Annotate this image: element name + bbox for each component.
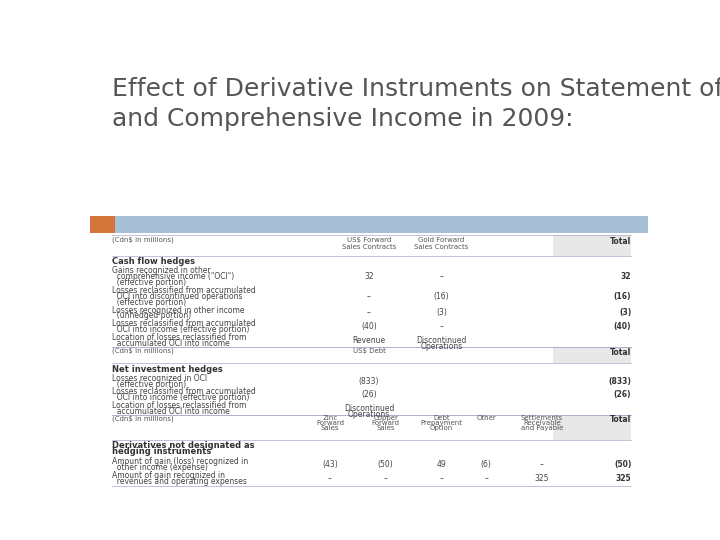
Bar — [115, 216, 648, 233]
Text: OCI into income (effective portion): OCI into income (effective portion) — [112, 393, 250, 402]
Text: (3): (3) — [619, 308, 631, 318]
Text: Losses reclassified from accumulated: Losses reclassified from accumulated — [112, 388, 256, 396]
Text: (26): (26) — [361, 390, 377, 400]
Text: US$ Forward
Sales Contracts: US$ Forward Sales Contracts — [342, 237, 396, 249]
Text: (16): (16) — [613, 292, 631, 301]
Text: Effect of Derivative Instruments on Statement of Earnings
and Comprehensive Inco: Effect of Derivative Instruments on Stat… — [112, 77, 720, 131]
Text: Total: Total — [610, 237, 631, 246]
Text: Losses recognized in other income: Losses recognized in other income — [112, 306, 245, 314]
Text: comprehensive income ("OCI"): comprehensive income ("OCI") — [112, 272, 235, 281]
Text: –: – — [485, 474, 488, 483]
Text: Settlements: Settlements — [521, 415, 563, 421]
Text: Zinc: Zinc — [323, 415, 338, 421]
Text: –: – — [367, 308, 371, 318]
Text: (50): (50) — [614, 460, 631, 469]
Text: OCI into income (effective portion): OCI into income (effective portion) — [112, 325, 250, 334]
Text: (40): (40) — [613, 322, 631, 331]
Text: Forward: Forward — [316, 420, 344, 426]
Text: (26): (26) — [613, 390, 631, 400]
Text: Net investment hedges: Net investment hedges — [112, 364, 223, 374]
Text: OCI into discontinued operations: OCI into discontinued operations — [112, 292, 243, 301]
Text: (6): (6) — [481, 460, 492, 469]
Text: Copper: Copper — [373, 415, 398, 421]
Text: (effective portion): (effective portion) — [112, 380, 186, 389]
Text: Receivable: Receivable — [523, 420, 561, 426]
Text: Operations: Operations — [348, 410, 390, 419]
Text: Losses recognized in OCI: Losses recognized in OCI — [112, 374, 207, 383]
Text: revenues and operating expenses: revenues and operating expenses — [112, 477, 247, 487]
Text: (3): (3) — [436, 308, 447, 318]
Text: (16): (16) — [433, 292, 449, 301]
Text: (Cdn$ in millions): (Cdn$ in millions) — [112, 237, 174, 243]
Text: Cash flow hedges: Cash flow hedges — [112, 258, 195, 266]
Text: (Cdn$ in millions): (Cdn$ in millions) — [112, 348, 174, 354]
Text: –: – — [328, 474, 332, 483]
Text: Other: Other — [477, 415, 496, 421]
Bar — [553, 347, 631, 363]
Text: (Cdn$ in millions): (Cdn$ in millions) — [112, 415, 174, 422]
Text: Amount of gain recognized in: Amount of gain recognized in — [112, 471, 225, 481]
Bar — [90, 216, 115, 233]
Text: Discontinued: Discontinued — [344, 404, 394, 413]
Text: (40): (40) — [361, 322, 377, 331]
Text: 325: 325 — [616, 474, 631, 483]
Text: –: – — [540, 460, 544, 469]
Text: (effective portion): (effective portion) — [112, 278, 186, 287]
Text: 32: 32 — [621, 272, 631, 281]
Text: –: – — [440, 474, 444, 483]
Text: (833): (833) — [359, 377, 379, 386]
Text: accumulated OCI into income: accumulated OCI into income — [112, 339, 230, 348]
Text: Amount of gain (loss) recognized in: Amount of gain (loss) recognized in — [112, 457, 248, 467]
Bar — [553, 415, 631, 440]
Text: and Payable: and Payable — [521, 426, 563, 431]
Text: US$ Debt: US$ Debt — [353, 348, 385, 354]
Text: Losses reclassified from accumulated: Losses reclassified from accumulated — [112, 286, 256, 295]
Text: (50): (50) — [378, 460, 394, 469]
Text: other income (expense): other income (expense) — [112, 463, 208, 472]
Text: Forward: Forward — [372, 420, 400, 426]
Bar — [553, 235, 631, 256]
Text: (effective portion): (effective portion) — [112, 298, 186, 307]
Text: 32: 32 — [364, 272, 374, 281]
Text: Location of losses reclassified from: Location of losses reclassified from — [112, 401, 247, 410]
Text: hedging instruments: hedging instruments — [112, 447, 212, 456]
Text: 49: 49 — [436, 460, 446, 469]
Text: Sales: Sales — [377, 426, 395, 431]
Text: Sales: Sales — [320, 426, 339, 431]
Text: (43): (43) — [322, 460, 338, 469]
Text: Gold Forward
Sales Contracts: Gold Forward Sales Contracts — [414, 237, 469, 249]
Text: –: – — [440, 322, 444, 331]
Text: accumulated OCI into income: accumulated OCI into income — [112, 407, 230, 416]
Text: –: – — [440, 272, 444, 281]
Text: Prepayment: Prepayment — [420, 420, 462, 426]
Text: –: – — [384, 474, 387, 483]
Text: Gains recognized in other: Gains recognized in other — [112, 266, 211, 275]
Text: Losses reclassified from accumulated: Losses reclassified from accumulated — [112, 319, 256, 328]
Text: 325: 325 — [535, 474, 549, 483]
Text: (833): (833) — [608, 377, 631, 386]
Text: Location of losses reclassified from: Location of losses reclassified from — [112, 333, 247, 342]
Text: –: – — [367, 292, 371, 301]
Text: (unhedged portion): (unhedged portion) — [112, 312, 192, 320]
Text: Debt: Debt — [433, 415, 450, 421]
Text: Total: Total — [610, 348, 631, 357]
Text: Total: Total — [610, 415, 631, 424]
Text: Discontinued: Discontinued — [416, 336, 467, 345]
Text: Revenue: Revenue — [352, 336, 386, 345]
Text: Derivatives not designated as: Derivatives not designated as — [112, 441, 255, 450]
Text: Option: Option — [430, 426, 453, 431]
Text: Operations: Operations — [420, 342, 463, 350]
